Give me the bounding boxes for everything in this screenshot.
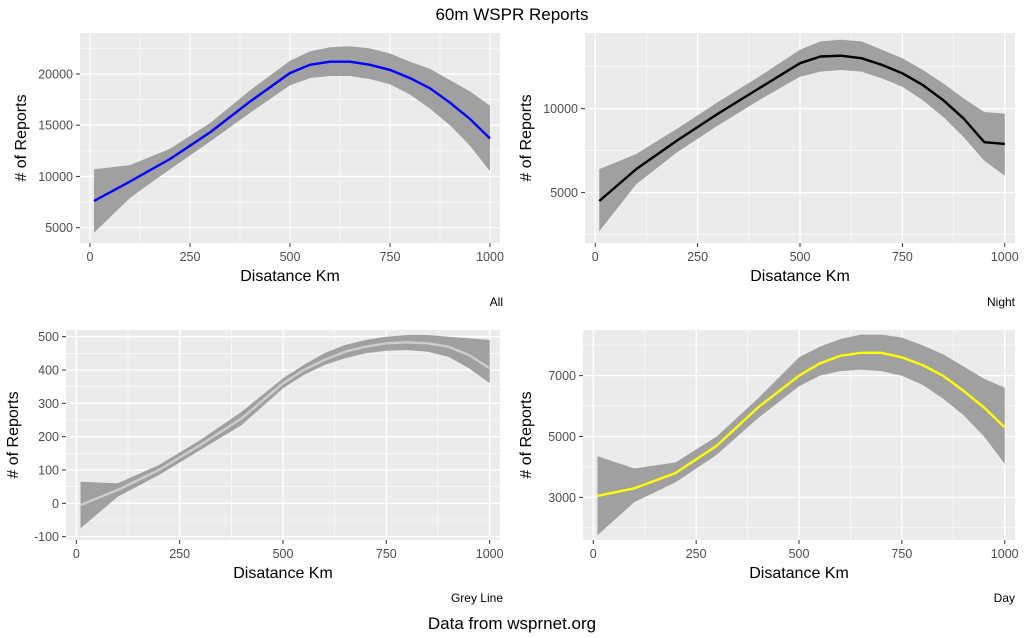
y-tick-label: 100 [38, 464, 59, 478]
x-tick-label: 1000 [476, 250, 504, 264]
x-axis-title: Disatance Km [749, 565, 849, 582]
y-tick-label: 5000 [550, 186, 578, 200]
series-line [598, 54, 1005, 202]
x-tick-label: 750 [891, 547, 912, 561]
x-tick-label: 250 [686, 547, 707, 561]
x-tick-label: 250 [169, 547, 190, 561]
x-axis-title: Disatance Km [750, 268, 850, 285]
y-tick-label: 10000 [543, 102, 578, 116]
page-title: 60m WSPR Reports [435, 5, 589, 24]
series-line [93, 60, 491, 203]
x-tick-label: 750 [376, 547, 397, 561]
x-tick-label: 0 [73, 547, 80, 561]
x-tick-label: 500 [790, 250, 811, 264]
y-tick-label: 5000 [45, 221, 73, 235]
x-axis-title: Disatance Km [240, 268, 340, 285]
x-tick-label: 0 [590, 547, 597, 561]
confidence-band [80, 335, 490, 529]
y-tick-label: 200 [38, 430, 59, 444]
y-tick-label: 7000 [548, 369, 576, 383]
y-tick-label: 500 [38, 330, 59, 344]
panel-label: Day [994, 591, 1015, 605]
chart-panel-1: 0 250 500 750 1000 5000 10000 15000 20000 Disatan… [13, 33, 504, 309]
x-tick-label: 250 [180, 250, 201, 264]
source-caption: Data from wsprnet.org [427, 614, 597, 633]
y-tick-label: 10000 [38, 170, 73, 184]
y-tick-label: 20000 [38, 67, 73, 81]
confidence-band [599, 39, 1005, 232]
chart-panel-3: 0 250 500 750 1000 -100 0 100 200 300 400 500 Disata… [5, 330, 504, 605]
chart-panel-4: 0 250 500 750 1000 3000 5000 7000 Disatance Km # … [518, 330, 1019, 605]
x-tick-label: 500 [273, 547, 294, 561]
y-axis-title: # of Reports [5, 391, 22, 478]
y-tick-label: 300 [38, 397, 59, 411]
chart-panel-2: 0 250 500 750 1000 5000 10000 Disatance Km # of … [518, 33, 1019, 309]
confidence-band [94, 46, 490, 233]
x-tick-label: 0 [87, 250, 94, 264]
x-tick-label: 1000 [991, 250, 1019, 264]
x-tick-label: 750 [380, 250, 401, 264]
x-tick-label: 0 [592, 250, 599, 264]
x-tick-label: 500 [789, 547, 810, 561]
y-tick-label: 0 [52, 497, 59, 511]
x-axis-title: Disatance Km [233, 565, 333, 582]
y-axis-title: # of Reports [518, 94, 535, 181]
series-line [80, 341, 491, 507]
x-tick-label: 250 [687, 250, 708, 264]
series-line [597, 351, 1006, 498]
x-tick-label: 750 [892, 250, 913, 264]
y-tick-label: 400 [38, 364, 59, 378]
x-tick-label: 1000 [476, 547, 504, 561]
panel-label: Night [987, 295, 1016, 309]
y-axis-title: # of Reports [13, 94, 30, 181]
y-axis-title: # of Reports [518, 391, 535, 478]
y-tick-label: 15000 [38, 119, 73, 133]
panel-label: All [490, 295, 503, 309]
x-tick-label: 500 [280, 250, 301, 264]
y-tick-label: 3000 [548, 491, 576, 505]
y-tick-label: 5000 [548, 430, 576, 444]
x-tick-label: 1000 [991, 547, 1019, 561]
panel-label: Grey Line [451, 591, 503, 605]
y-tick-label: -100 [34, 530, 59, 544]
